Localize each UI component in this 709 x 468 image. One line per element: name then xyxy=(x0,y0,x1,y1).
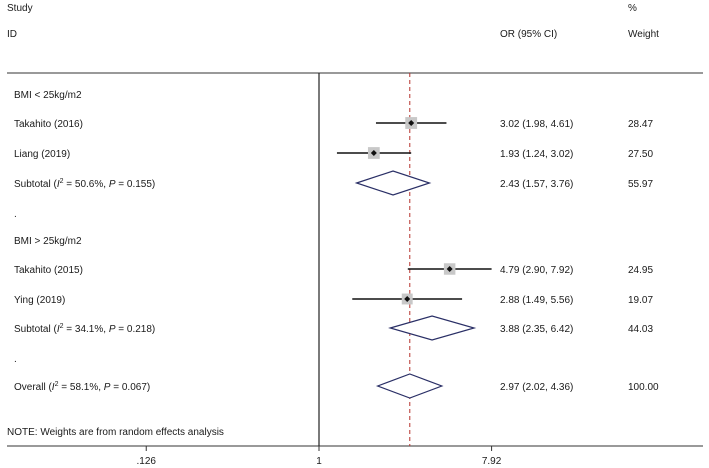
header-id: ID xyxy=(7,29,17,40)
pooled-diamond xyxy=(375,373,444,399)
ci-text: 2.97 (2.02, 4.36) xyxy=(500,382,573,393)
weight-value: 19.07 xyxy=(628,295,653,306)
x-tick-label: 7.92 xyxy=(482,456,502,467)
ci-text: 2.43 (1.57, 3.76) xyxy=(500,179,573,190)
header-percent: % xyxy=(628,3,637,14)
weight-value: 24.95 xyxy=(628,265,653,276)
ci-text: 1.93 (1.24, 3.02) xyxy=(500,149,573,160)
study-label: Ying (2019) xyxy=(14,295,65,306)
weight-value: 28.47 xyxy=(628,119,653,130)
subtotal-label: Subtotal (I2 = 50.6%, P = 0.155) xyxy=(14,178,155,190)
subtotal-label: Overall (I2 = 58.1%, P = 0.067) xyxy=(14,381,150,393)
header-study: Study xyxy=(7,3,33,14)
point-estimate xyxy=(404,296,411,302)
separator-dot: . xyxy=(14,354,17,365)
study-label: Liang (2019) xyxy=(14,149,70,160)
weight-value: 44.03 xyxy=(628,324,653,335)
ci-text: 4.79 (2.90, 7.92) xyxy=(500,265,573,276)
pooled-diamond xyxy=(354,170,432,196)
header-or: OR (95% CI) xyxy=(500,29,558,40)
pooled-diamond xyxy=(388,315,477,341)
ci-text: 2.88 (1.49, 5.56) xyxy=(500,295,573,306)
point-estimate xyxy=(370,150,377,156)
group-label: BMI > 25kg/m2 xyxy=(14,236,82,247)
footnote: NOTE: Weights are from random effects an… xyxy=(7,427,224,438)
weight-value: 27.50 xyxy=(628,149,653,160)
header-weight: Weight xyxy=(628,29,659,40)
group-label: BMI < 25kg/m2 xyxy=(14,90,82,101)
x-tick-label: 1 xyxy=(316,456,322,467)
subtotal-label: Subtotal (I2 = 34.1%, P = 0.218) xyxy=(14,323,155,335)
ci-text: 3.88 (2.35, 6.42) xyxy=(500,324,573,335)
point-estimate xyxy=(408,120,415,126)
ci-text: 3.02 (1.98, 4.61) xyxy=(500,119,573,130)
x-tick-label: .126 xyxy=(137,456,157,467)
study-label: Takahito (2015) xyxy=(14,265,83,276)
point-estimate xyxy=(446,266,453,272)
weight-value: 55.97 xyxy=(628,179,653,190)
weight-value: 100.00 xyxy=(628,382,659,393)
separator-dot: . xyxy=(14,209,17,220)
study-label: Takahito (2016) xyxy=(14,119,83,130)
